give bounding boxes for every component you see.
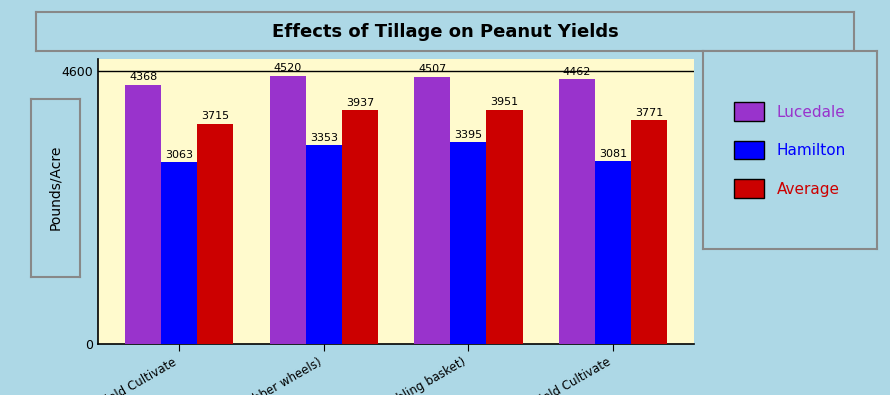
Bar [305,145,342,344]
Bar [198,124,233,344]
Bar [125,85,161,344]
Bar [450,143,487,344]
Text: 3063: 3063 [166,150,193,160]
Text: 4462: 4462 [562,67,591,77]
Text: 3951: 3951 [490,97,519,107]
Text: 3715: 3715 [201,111,230,121]
Bar [270,76,305,344]
Bar [414,77,450,344]
Text: 3771: 3771 [635,108,663,118]
Bar [559,79,595,344]
Text: Effects of Tillage on Peanut Yields: Effects of Tillage on Peanut Yields [271,23,619,41]
Legend: Lucedale, Hamilton, Average: Lucedale, Hamilton, Average [722,90,858,210]
Bar [487,109,522,344]
Text: 3937: 3937 [346,98,374,108]
Text: Pounds/Acre: Pounds/Acre [49,145,62,230]
Text: 3395: 3395 [454,130,482,140]
Text: 4520: 4520 [273,64,302,73]
Bar [595,161,631,344]
Bar [342,110,378,344]
Text: 3081: 3081 [599,149,627,159]
Bar [161,162,198,344]
Text: 4507: 4507 [418,64,446,74]
Text: 4368: 4368 [129,72,158,83]
Bar [631,120,668,344]
Text: 3353: 3353 [310,133,338,143]
